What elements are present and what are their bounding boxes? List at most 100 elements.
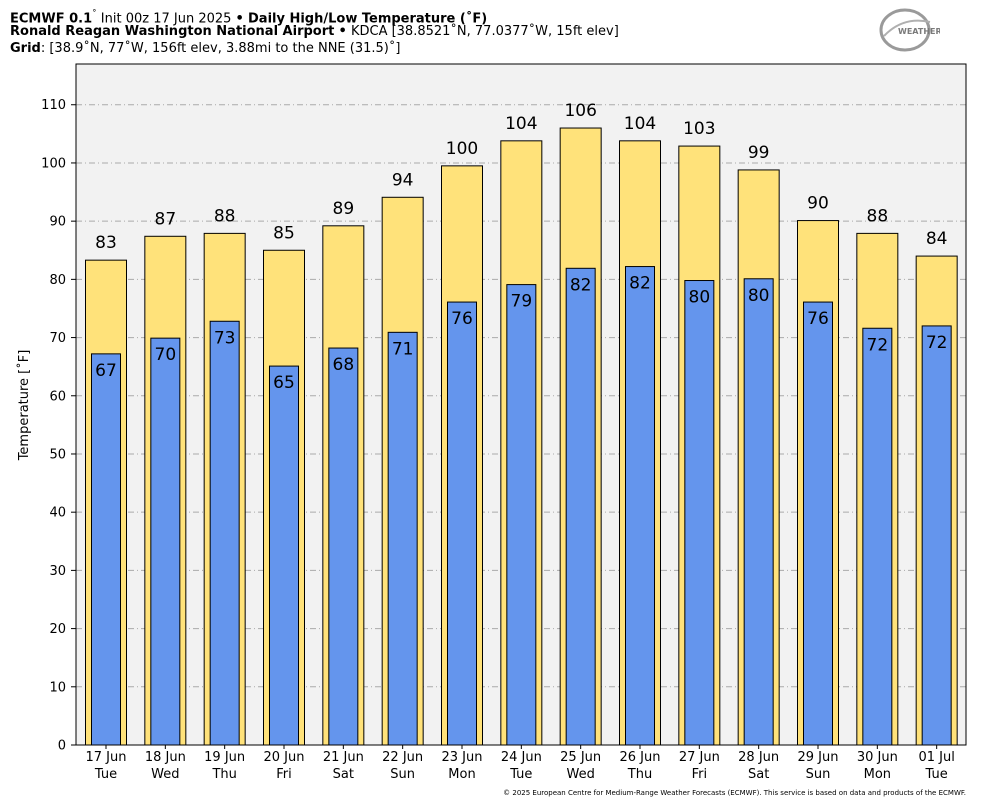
high-temp-label: 85 [273,223,295,243]
separator: • [338,24,347,39]
low-temp-bar [803,301,833,746]
low-temp-bar [625,266,655,746]
low-temp-label: 72 [926,333,948,353]
low-temp-bar [91,353,121,746]
low-temp-bar [328,347,359,746]
y-tick-label: 20 [49,622,66,637]
low-temp-bar [684,280,715,746]
high-temp-label: 90 [807,194,829,214]
x-tick-day: Mon [864,767,891,782]
grid-label: Grid [10,41,41,56]
x-tick-date: 21 Jun [323,750,364,765]
x-tick-date: 26 Jun [620,750,661,765]
x-tick-day: Thu [211,767,236,782]
high-temp-label: 94 [392,170,414,190]
x-tick-date: 25 Jun [560,750,601,765]
model-name: ECMWF 0.1 [10,11,93,27]
x-tick-day: Wed [566,767,594,782]
init-time: Init 00z 17 Jun 2025 [100,11,232,27]
station-details: KDCA [38.8521˚N, 77.0377˚W, 15ft elev] [350,24,619,39]
low-temp-bar [506,284,537,746]
y-axis: 0 10 20 30 40 50 60 70 80 90 100 110 [41,98,76,754]
y-tick-label: 70 [49,331,66,346]
low-temp-bar [150,337,181,746]
x-tick-day: Sat [333,767,354,782]
copyright-footer: © 2025 European Centre for Medium-Range … [503,789,966,797]
x-tick-day: Tue [94,767,117,782]
data-labels: 83 67 87 70 88 73 85 65 89 68 94 71 100 76 104 79 106 82 1… [95,101,947,393]
logo-swoosh [883,19,931,37]
chart-title-line1: ECMWF 0.1˚ Init 00z 17 Jun 2025 • Daily … [10,7,487,27]
x-tick-day: Sun [390,767,415,782]
low-temp-bar [387,331,418,746]
low-temp-label: 80 [748,286,770,306]
low-temp-label: 65 [273,373,295,393]
chart-title-line2: Ronald Reagan Washington National Airpor… [10,24,619,40]
x-tick-day: Tue [925,767,948,782]
x-tick-day: Fri [276,767,292,782]
x-tick-date: 27 Jun [679,750,720,765]
low-temp-bar [743,278,774,746]
y-tick-label: 10 [49,680,66,695]
separator: • [235,11,244,27]
y-tick-label: 40 [49,506,66,521]
x-tick-day: Mon [448,767,475,782]
x-axis: 17 Jun Tue 18 Jun Wed 19 Jun Thu 20 Jun Fri 21 J… [86,745,955,782]
high-temp-label: 104 [624,114,656,134]
low-temp-label: 72 [867,335,889,355]
low-temp-bar [209,320,240,746]
high-temp-label: 88 [867,206,889,226]
low-temp-label: 70 [155,345,177,365]
model-degree: ˚ [92,10,97,20]
y-axis-label: Temperature [˚F] [16,350,32,462]
low-temp-label: 73 [214,328,236,348]
x-tick-day: Tue [509,767,532,782]
x-tick-day: Wed [151,767,179,782]
low-temp-bar [921,325,952,746]
y-tick-label: 60 [49,389,66,404]
low-temp-label: 76 [807,309,829,329]
low-temp-label: 67 [95,361,117,381]
station-name: Ronald Reagan Washington National Airpor… [10,24,335,39]
x-tick-day: Thu [627,767,652,782]
x-tick-date: 19 Jun [204,750,245,765]
y-tick-label: 90 [49,215,66,230]
x-tick-date: 28 Jun [738,750,779,765]
high-temp-label: 106 [564,101,596,121]
high-temp-label: 87 [155,209,177,229]
x-tick-date: 30 Jun [857,750,898,765]
x-tick-date: 22 Jun [382,750,423,765]
logo-ring [879,8,931,52]
high-temp-label: 83 [95,233,117,253]
high-temp-label: 104 [505,114,537,134]
low-temp-label: 76 [451,309,473,329]
y-tick-label: 80 [49,273,66,288]
low-temp-label: 71 [392,339,414,359]
grid-details: : [38.9˚N, 77˚W, 156ft elev, 3.88mi to t… [40,41,401,56]
x-tick-date: 01 Jul [918,750,954,765]
logo-text: WEATHERBELL [898,27,940,36]
high-temp-label: 89 [333,199,355,219]
x-tick-date: 18 Jun [145,750,186,765]
product-name: Daily High/Low Temperature (˚F) [248,11,488,27]
high-temp-label: 100 [446,139,478,159]
y-tick-label: 50 [49,447,66,462]
high-temp-label: 99 [748,143,770,163]
low-temp-label: 68 [333,355,355,375]
low-temp-bar [862,327,893,746]
x-tick-day: Fri [692,767,708,782]
x-tick-date: 17 Jun [86,750,127,765]
x-tick-date: 29 Jun [798,750,839,765]
low-temp-label: 82 [629,274,651,294]
x-tick-day: Sat [748,767,769,782]
chart-title-line3: Grid: [38.9˚N, 77˚W, 156ft elev, 3.88mi … [10,41,400,57]
low-temp-label: 79 [511,292,533,312]
high-temp-label: 84 [926,229,948,249]
x-tick-date: 20 Jun [264,750,305,765]
low-temp-bar [565,267,596,746]
high-temp-label: 88 [214,206,236,226]
x-tick-date: 24 Jun [501,750,542,765]
weatherbell-logo: WEATHERBELL [879,8,940,52]
x-tick-date: 23 Jun [442,750,483,765]
